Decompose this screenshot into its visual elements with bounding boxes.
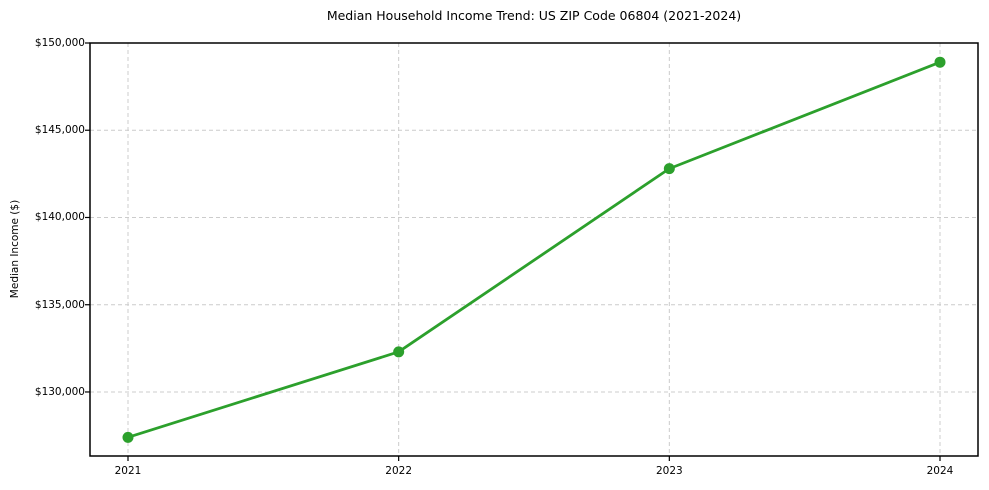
data-point-marker [393, 346, 405, 358]
plot-frame [89, 42, 979, 457]
y-tick-label: $145,000 [34, 124, 85, 137]
y-tick-label: $135,000 [34, 298, 85, 311]
data-point-marker [934, 56, 946, 68]
x-tick-label: 2023 [655, 465, 683, 477]
data-line [126, 60, 942, 439]
y-tick-label: $140,000 [34, 211, 85, 224]
x-tick-label: 2021 [114, 465, 142, 477]
axis-ticks [85, 42, 941, 461]
y-tick-label: $130,000 [34, 385, 85, 398]
data-point-marker [663, 163, 675, 175]
data-point-marker [122, 431, 134, 443]
chart-title: Median Household Income Trend: US ZIP Co… [326, 8, 742, 23]
y-tick-label: $150,000 [34, 37, 85, 49]
gridlines [90, 42, 978, 456]
x-tick-label: 2022 [385, 465, 413, 477]
x-tick-label: 2024 [926, 465, 954, 477]
